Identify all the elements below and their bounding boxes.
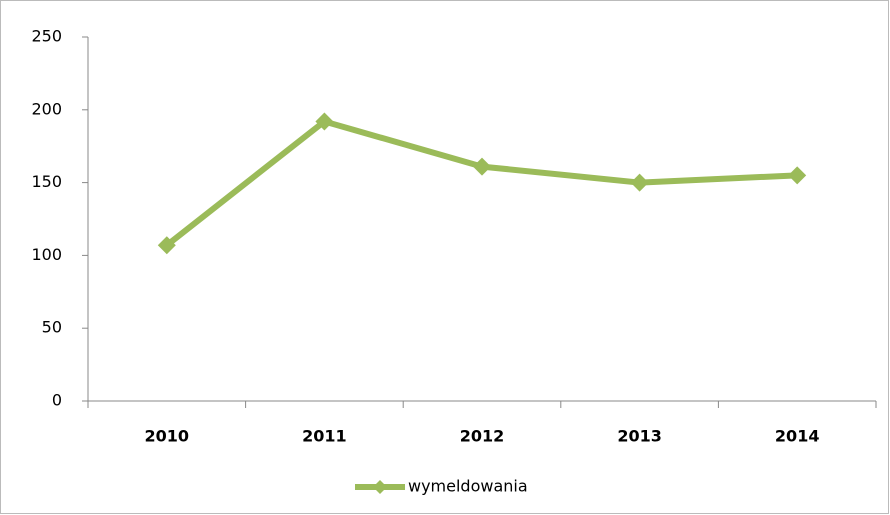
x-tick-label: 2012 [460,427,505,446]
marker [630,173,649,192]
y-tick-label: 100 [31,245,62,264]
marker [473,157,491,176]
marker [157,236,176,255]
y-tick-label: 150 [31,172,62,191]
y-tick-label: 0 [52,391,62,410]
x-tick-label: 2011 [302,427,347,446]
x-tick-label: 2010 [145,427,190,446]
y-tick-label: 50 [42,318,62,337]
marker [315,112,334,131]
x-tick-label: 2014 [775,427,820,446]
y-tick-label: 250 [31,27,62,46]
legend-marker [373,480,387,494]
y-tick-label: 200 [31,99,62,118]
legend-label: wymeldowania [408,477,528,496]
marker [788,166,807,185]
x-tick-label: 2013 [617,427,662,446]
